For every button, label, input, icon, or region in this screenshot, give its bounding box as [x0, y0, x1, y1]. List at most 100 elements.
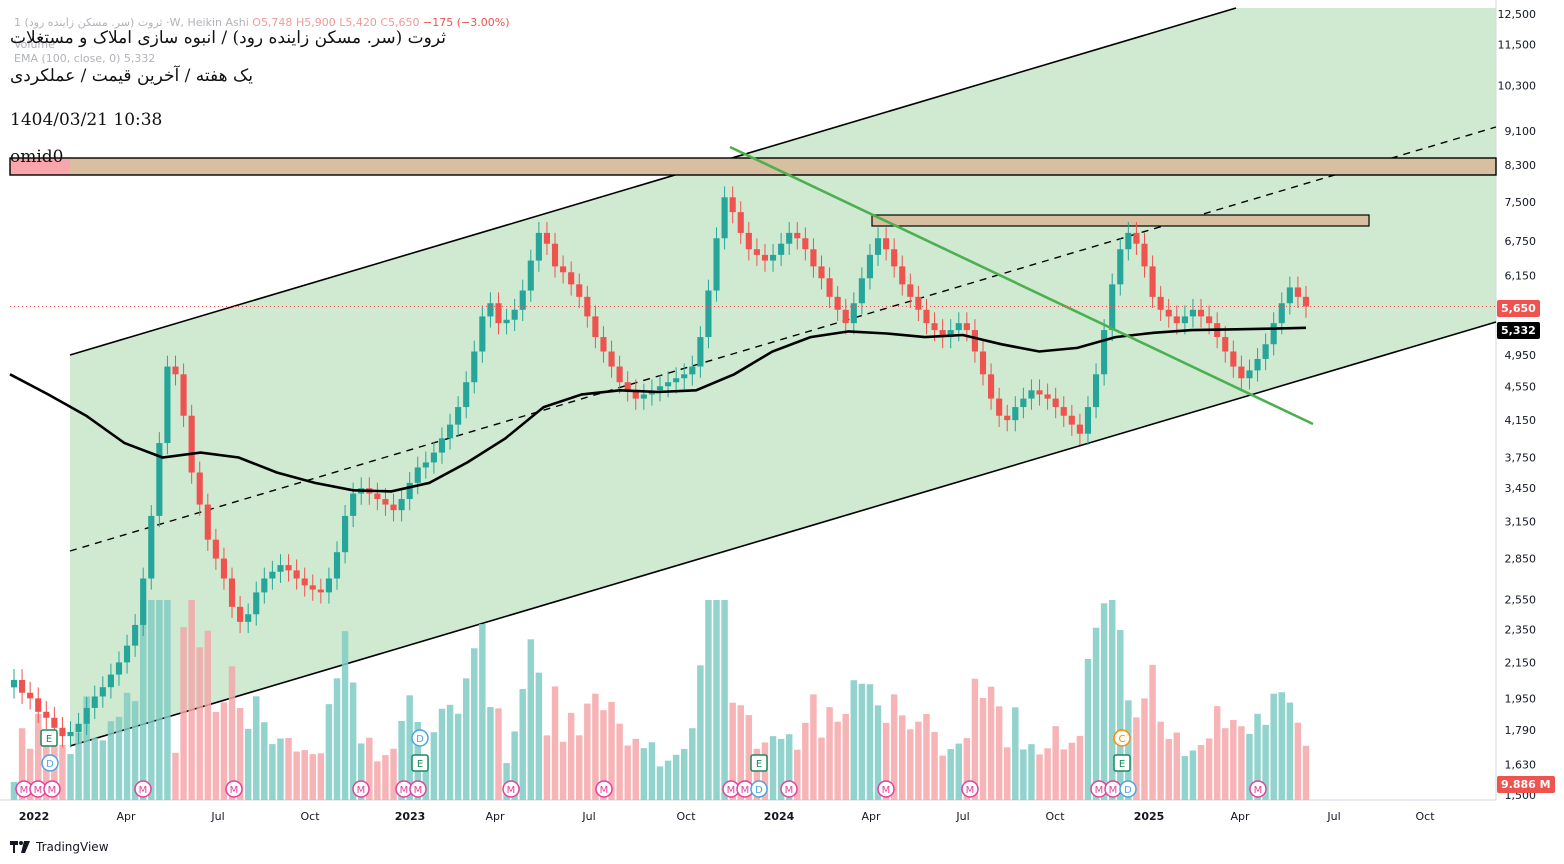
x-tick-label: Oct	[300, 810, 320, 823]
candle-body	[1173, 316, 1180, 324]
candle-body	[285, 565, 292, 571]
candle-body	[1044, 394, 1051, 399]
volume-bar	[971, 678, 979, 800]
candle-body	[923, 309, 930, 324]
volume-bar	[236, 708, 244, 800]
volume-bar	[18, 728, 26, 800]
y-tick-label: 8,300	[1505, 159, 1537, 172]
candle-body	[818, 266, 825, 279]
volume-bar	[551, 686, 559, 800]
candle-body	[237, 606, 244, 622]
volume-bar	[1238, 726, 1245, 800]
tradingview-logo[interactable]: TradingView	[10, 840, 109, 854]
y-tick-label: 2,550	[1505, 594, 1537, 607]
earnings-m-label: M	[34, 785, 43, 796]
candle-body	[495, 303, 502, 324]
candle-body	[342, 515, 349, 553]
ema-price-tag: 5,332	[1497, 322, 1540, 339]
candle-body	[1286, 287, 1293, 304]
volume-bar	[632, 738, 640, 800]
volume-bar	[810, 694, 817, 800]
earnings-m-icon	[502, 780, 520, 798]
earnings-e-label: E	[417, 759, 423, 770]
candle-body	[503, 319, 510, 324]
volume-bar	[366, 737, 373, 800]
x-tick-label: Jul	[1326, 810, 1340, 823]
y-tick-label: 2,350	[1505, 624, 1537, 637]
candle-body	[592, 316, 599, 338]
candle-body	[1012, 407, 1019, 421]
candle-body	[737, 212, 744, 233]
volume-bar	[543, 735, 551, 800]
volume-bar	[850, 680, 858, 800]
volume-bar	[454, 713, 462, 800]
earnings-e-icon	[1113, 754, 1131, 772]
y-tick-label: 1,950	[1505, 692, 1537, 705]
volume-bar	[858, 683, 866, 800]
earnings-m-label: M	[1109, 785, 1118, 796]
y-tick-label: 3,450	[1505, 482, 1537, 495]
y-tick-label: 1,790	[1505, 724, 1537, 737]
volume-bar	[527, 639, 535, 800]
candle-body	[1278, 303, 1285, 324]
volume-bar	[131, 701, 139, 800]
channel-lower-line	[69, 321, 1497, 747]
candle-body	[212, 539, 219, 559]
earnings-m-label: M	[400, 785, 409, 796]
volume-bar	[188, 600, 195, 800]
candle-body	[883, 238, 890, 250]
candle-body	[745, 232, 752, 250]
volume-bar	[907, 729, 914, 800]
dividend-d-label: D	[755, 785, 763, 796]
candle-body	[632, 390, 639, 399]
volume-bar	[1246, 733, 1253, 800]
volume-bar	[1270, 693, 1277, 800]
volume-bar	[923, 714, 930, 800]
candle-body	[834, 296, 841, 310]
y-tick-label: 2,150	[1505, 656, 1537, 669]
candle-body	[1230, 351, 1237, 367]
candle-body	[1068, 415, 1075, 425]
candle-body	[624, 382, 631, 391]
volume-bar	[156, 600, 163, 800]
chart-title: ثروت (سر. مسکن زاینده رود) / انبوه سازی …	[10, 28, 446, 48]
earnings-m-label: M	[507, 785, 516, 796]
channel-fill	[70, 8, 1496, 746]
candle-body	[164, 366, 171, 444]
ohlc-c: C5,650	[380, 16, 420, 29]
volume-bar	[713, 600, 720, 800]
volume-bar	[600, 710, 607, 800]
descending-trendline	[729, 145, 1314, 426]
candle-body	[43, 711, 50, 718]
candle-body	[681, 374, 688, 379]
volume-bar	[963, 738, 971, 800]
volume-bar	[1133, 717, 1140, 800]
ohlc-h: H5,900	[295, 16, 336, 29]
candle-body	[107, 674, 114, 688]
volume-bar	[769, 736, 777, 800]
candle-body	[471, 351, 478, 383]
volume-bar	[1108, 600, 1116, 800]
volume-bar	[285, 738, 292, 800]
earnings-e-label: E	[1119, 759, 1125, 770]
earnings-m-label: M	[741, 785, 750, 796]
candle-body	[188, 415, 195, 473]
volume-bar	[785, 734, 793, 800]
candle-body	[576, 284, 583, 297]
candle-body	[560, 266, 567, 273]
volume-bar	[890, 694, 898, 800]
volume-bar	[519, 689, 526, 800]
volume-bar	[1149, 664, 1156, 800]
x-tick-label: Oct	[676, 810, 696, 823]
candle-body	[35, 698, 42, 712]
earnings-m-icon	[877, 780, 895, 798]
earnings-m-label: M	[966, 785, 975, 796]
volume-bar	[398, 720, 405, 800]
volume-bar	[648, 742, 656, 800]
volume-bar	[818, 737, 825, 800]
volume-bar	[1286, 702, 1294, 800]
volume-bar	[83, 696, 90, 800]
volume-bar	[325, 704, 333, 800]
candle-body	[616, 366, 623, 383]
